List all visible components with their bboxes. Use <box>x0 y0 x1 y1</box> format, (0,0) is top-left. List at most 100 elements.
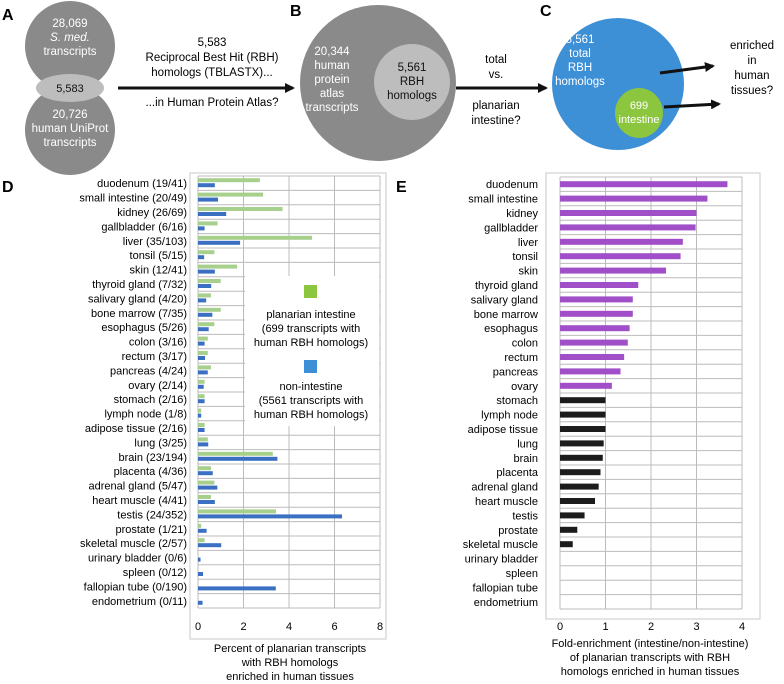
legend-swatch-nonintestine <box>304 360 317 373</box>
bar-intestine-pancreas <box>198 365 211 370</box>
category-label-small-intestine: small intestine <box>468 194 538 206</box>
bar-fold-testis <box>560 512 585 519</box>
category-label-stomach: stomach (2/16) <box>114 394 187 406</box>
category-label-skin: skin (12/41) <box>130 265 187 277</box>
bar-intestine-skeletal-muscle <box>198 538 205 543</box>
category-label-bone-marrow: bone marrow (7/35) <box>91 308 187 320</box>
category-label-pancreas: pancreas <box>493 366 539 378</box>
bar-nonintestine-salivary-gland <box>198 298 207 303</box>
category-label-liver: liver (35/103) <box>123 236 187 248</box>
bar-intestine-brain <box>198 451 273 456</box>
category-label-ovary: ovary (2/14) <box>128 380 187 392</box>
rbh-method-1: Reciprocal Best Hit (RBH) <box>146 52 279 64</box>
intestine-label: intestine <box>619 114 660 126</box>
bar-intestine-heart-muscle <box>198 495 211 499</box>
bar-nonintestine-tonsil <box>198 255 205 260</box>
bar-nonintestine-placenta <box>198 471 213 476</box>
category-label-pancreas: pancreas (4/24) <box>110 365 187 377</box>
bar-nonintestine-gallbladder <box>198 226 205 231</box>
bar-nonintestine-testis <box>198 514 343 519</box>
bar-nonintestine-endometrium <box>198 600 203 605</box>
category-label-prostate: prostate (1/21) <box>115 524 187 536</box>
uniprot-circle <box>25 85 115 175</box>
panel-b: 20,344 human protein atlas transcripts 5… <box>300 5 548 161</box>
bar-intestine-prostate <box>198 523 202 528</box>
category-label-prostate: prostate <box>498 525 538 537</box>
bar-nonintestine-bone-marrow <box>198 312 213 317</box>
bar-fold-ovary <box>560 382 612 389</box>
category-label-brain: brain (23/194) <box>119 452 188 464</box>
category-label-spleen: spleen <box>506 568 538 580</box>
arrow-b-vs: vs. <box>489 69 504 81</box>
category-label-esophagus: esophagus (5/26) <box>101 322 187 334</box>
chart-e-frame <box>545 172 761 620</box>
enriched-line-4: tissues? <box>731 85 773 97</box>
bar-nonintestine-adipose-tissue <box>198 428 205 432</box>
bar-intestine-testis <box>198 509 277 514</box>
chart-d-xlabel-3: enriched in human tissues <box>226 671 354 683</box>
total-line-2: total <box>569 48 591 60</box>
bar-fold-salivary-gland <box>560 296 633 303</box>
category-label-stomach: stomach <box>496 395 538 407</box>
overlap-count: 5,583 <box>56 83 84 95</box>
category-label-fallopian-tube: fallopian tube <box>473 582 538 594</box>
category-label-salivary-gland: salivary gland (4/20) <box>88 293 187 305</box>
tick-label: 0 <box>557 621 563 633</box>
category-label-colon: colon (3/16) <box>129 337 187 349</box>
category-label-lung: lung <box>517 438 538 450</box>
total-line-1: 5,561 <box>566 34 595 46</box>
bar-nonintestine-adrenal-gland <box>198 485 218 490</box>
bar-intestine-adrenal-gland <box>198 480 215 485</box>
bar-nonintestine-small-intestine <box>198 197 219 202</box>
uniprot-label-1: human UniProt <box>32 123 110 135</box>
bar-fold-gallbladder <box>560 224 696 231</box>
smed-species: S. med. <box>50 32 90 44</box>
bar-nonintestine-esophagus <box>198 327 209 332</box>
bar-intestine-esophagus <box>198 322 215 327</box>
panel-a: 28,069 S. med. transcripts 5,583 20,726 … <box>25 1 295 175</box>
category-label-lymph-node: lymph node (1/8) <box>104 409 187 421</box>
tick-label: 4 <box>739 621 745 633</box>
smed-label: transcripts <box>43 46 96 58</box>
category-label-thyroid-gland: thyroid gland (7/32) <box>92 279 187 291</box>
bar-fold-heart-muscle <box>560 498 596 504</box>
bar-fold-small-intestine <box>560 195 708 202</box>
arrow-b-intestine: intestine? <box>471 115 520 127</box>
bar-fold-kidney <box>560 210 697 216</box>
bar-intestine-salivary-gland <box>198 293 211 298</box>
category-label-bone-marrow: bone marrow <box>474 309 538 321</box>
bar-nonintestine-kidney <box>198 212 227 216</box>
hpa-line-5: transcripts <box>305 102 358 114</box>
smed-circle <box>25 1 115 91</box>
legend-swatch-intestine <box>304 285 317 298</box>
tick-label: 4 <box>286 621 292 633</box>
category-label-urinary-bladder: urinary bladder <box>465 554 539 566</box>
bar-nonintestine-brain <box>198 456 278 461</box>
bar-nonintestine-heart-muscle <box>198 500 215 504</box>
tick-label: 0 <box>195 621 201 633</box>
category-label-rectum: rectum (3/17) <box>122 351 187 363</box>
chart-d-xlabel-2: with RBH homologs <box>241 657 339 669</box>
hpa-line-2: human <box>314 60 349 72</box>
rbh-line-3: homologs <box>387 90 437 102</box>
enriched-line-3: human <box>734 70 769 82</box>
category-label-adipose-tissue: adipose tissue (2/16) <box>85 423 187 435</box>
category-label-salivary-gland: salivary gland <box>471 294 538 306</box>
arrow-c-total <box>659 62 715 75</box>
bar-nonintestine-urinary-bladder <box>198 557 201 562</box>
bar-fold-brain <box>560 454 603 461</box>
chart-e: duodenum small intestine kidney gallbladder… <box>463 172 761 678</box>
category-label-liver: liver <box>518 237 539 249</box>
intestine-circle <box>615 88 663 138</box>
bar-fold-lung <box>560 440 604 447</box>
panel-letter-e: E <box>396 179 407 196</box>
bar-nonintestine-colon <box>198 341 205 346</box>
bar-fold-adipose-tissue <box>560 426 606 432</box>
category-label-skin: skin <box>518 266 538 278</box>
panel-letter-a: A <box>2 7 14 24</box>
category-label-spleen: spleen (0/12) <box>123 567 187 579</box>
chart-e-xlabel-1: Fold-enrichment (intestine/non-intestine… <box>552 638 749 650</box>
category-label-kidney: kidney (26/69) <box>117 207 187 219</box>
tick-label: 6 <box>331 621 337 633</box>
smed-count: 28,069 <box>52 18 87 30</box>
